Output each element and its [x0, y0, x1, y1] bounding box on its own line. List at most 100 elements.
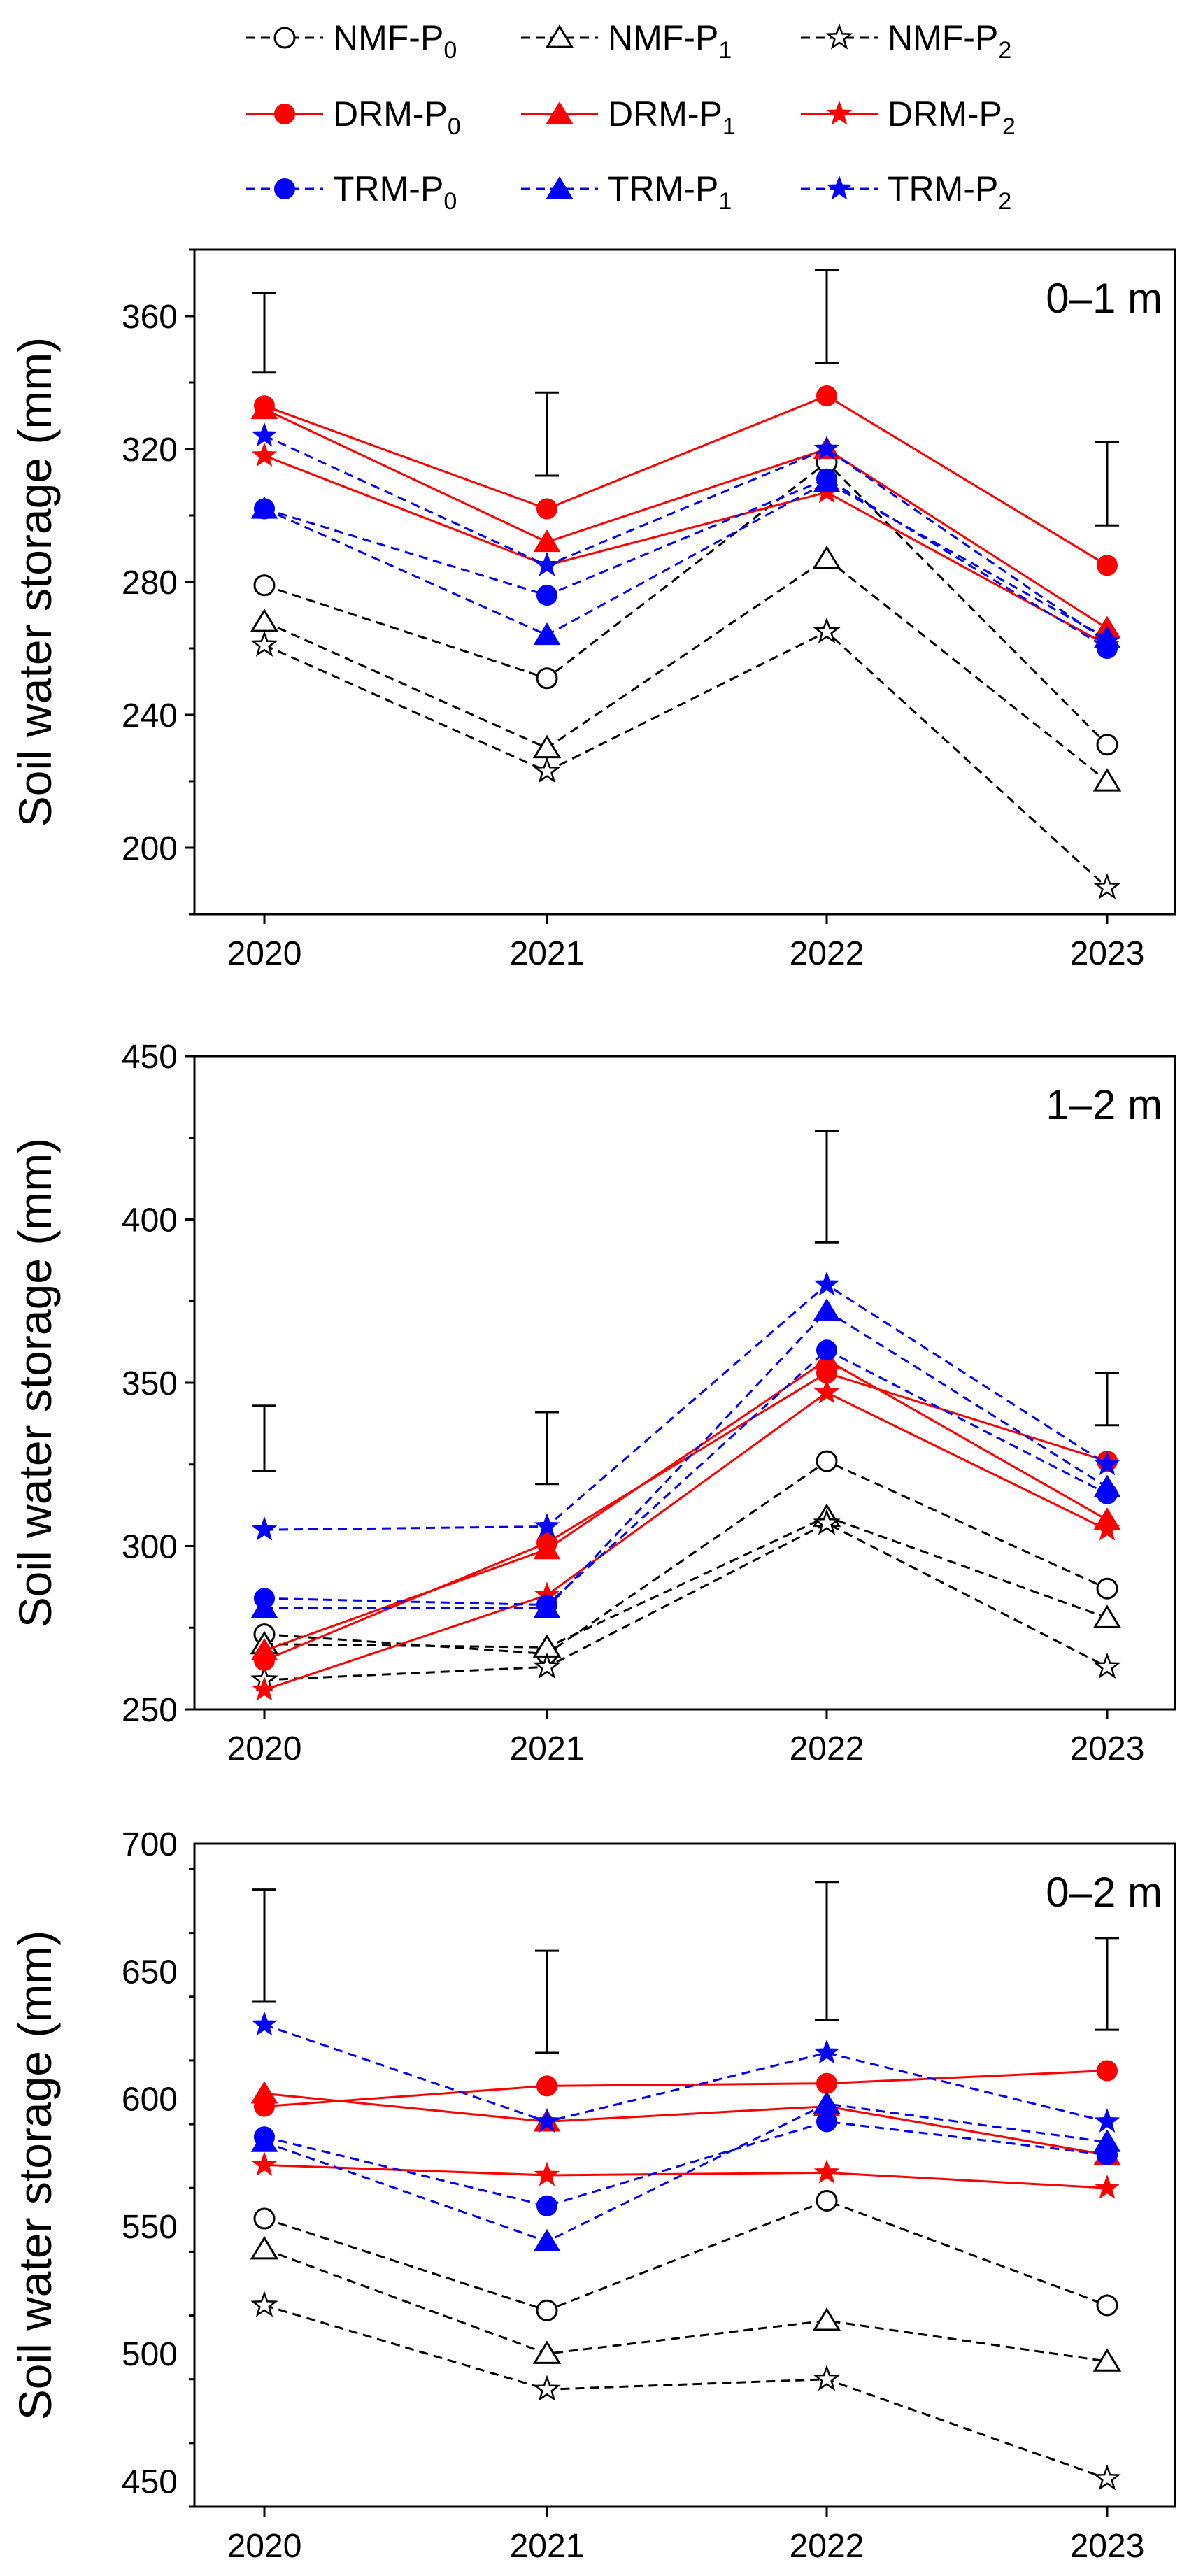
y-tick-label: 240	[122, 697, 178, 734]
series-line	[264, 408, 1108, 629]
x-tick-label: 2022	[790, 935, 864, 972]
data-point-circle-icon	[816, 1450, 838, 1472]
series-nmf-p1	[250, 2235, 1122, 2372]
data-point-star-icon	[813, 2159, 840, 2184]
series-nmf-p2	[250, 2291, 1121, 2491]
data-point-triangle-icon	[1092, 2348, 1122, 2372]
series-line	[264, 2070, 1108, 2108]
error-bar	[535, 1411, 559, 1486]
data-point-circle-icon	[536, 2299, 558, 2321]
legend-marker-circle-icon	[273, 27, 296, 49]
data-point-circle-icon	[536, 498, 557, 520]
data-point-star-icon	[813, 2039, 840, 2064]
data-point-star-icon	[1094, 628, 1120, 653]
y-tick-label: 280	[122, 564, 178, 602]
legend-entry-trm-p2: TRM-P2	[801, 169, 1011, 215]
series-drm-p0	[254, 385, 1118, 576]
y-tick-label: 350	[122, 1365, 178, 1402]
y-tick-label: 450	[122, 1039, 178, 1076]
x-tick-label: 2022	[790, 2528, 864, 2565]
series-line	[264, 1460, 1108, 1656]
depth-label: 0–2 m	[1046, 1869, 1162, 1916]
series-drm-p0	[254, 2060, 1118, 2117]
data-point-circle-icon	[253, 2207, 276, 2230]
error-bar	[815, 1881, 839, 2021]
legend-label: DRM-P0	[333, 94, 461, 140]
series-trm-p1	[250, 469, 1121, 648]
data-point-circle-icon	[1096, 2294, 1118, 2317]
series-drm-p1	[250, 2081, 1121, 2165]
data-point-circle-icon	[816, 1339, 837, 1361]
y-tick-label: 700	[122, 1826, 178, 1863]
legend-label: DRM-P2	[888, 94, 1016, 140]
data-point-triangle-icon	[250, 2081, 278, 2104]
error-bar	[1095, 1372, 1119, 1427]
legend-label-base: NMF-P	[888, 18, 998, 57]
data-point-triangle-icon	[813, 1298, 841, 1321]
data-point-star-icon	[1094, 2174, 1120, 2199]
legend-label-base: NMF-P	[333, 18, 443, 57]
data-point-triangle-icon	[533, 529, 561, 553]
error-bar	[1095, 1937, 1119, 2031]
panels: 200 240 280 320 360 2020 2021 2022 2023 Soil wate…	[9, 248, 1176, 2565]
legend-entry-drm-p2: DRM-P2	[801, 94, 1016, 140]
data-point-star-icon	[250, 2291, 278, 2317]
y-tick-label: 320	[122, 432, 178, 469]
data-point-star-icon	[534, 1513, 560, 1537]
data-point-star-icon	[533, 1652, 561, 1679]
series-drm-p2	[251, 1379, 1120, 1701]
data-point-star-icon	[251, 422, 278, 447]
error-bar	[252, 1888, 276, 2003]
legend-entry-nmf-p2: NMF-P2	[801, 18, 1011, 64]
data-point-circle-icon	[816, 2189, 838, 2212]
data-point-circle-icon	[536, 585, 557, 606]
plot-frame	[193, 1842, 1176, 2508]
data-point-star-icon	[1093, 873, 1121, 899]
series-trm-p0	[254, 468, 1118, 659]
y-tick-label: 200	[122, 830, 178, 867]
legend-marker-circle-icon	[274, 104, 295, 124]
data-point-star-icon	[534, 552, 560, 576]
x-tick-label: 2020	[227, 935, 302, 972]
x-tick-label: 2020	[227, 1730, 302, 1767]
series-drm-p1	[250, 1347, 1121, 1661]
series-line	[264, 478, 1108, 650]
data-point-star-icon	[251, 2151, 278, 2176]
legend-marker-star-icon	[826, 175, 853, 200]
series-line	[264, 481, 1108, 640]
legend-entry-nmf-p0: NMF-P0	[246, 18, 457, 64]
y-tick-label: 550	[122, 2209, 178, 2246]
data-point-circle-icon	[253, 574, 276, 597]
plot-frame	[193, 248, 1176, 916]
legend-label-base: TRM-P	[333, 169, 443, 208]
series-line	[264, 2304, 1108, 2480]
data-point-star-icon	[813, 1379, 840, 1404]
series-trm-p1	[250, 2091, 1121, 2251]
x-tick-label: 2020	[227, 2528, 302, 2565]
legend-marker-triangle-icon	[546, 176, 574, 199]
legend-label-base: DRM-P	[333, 94, 448, 134]
series-line	[264, 2199, 1108, 2312]
data-point-triangle-icon	[533, 2228, 561, 2251]
panel-1: 200 240 280 320 360 2020 2021 2022 2023 Soil wate…	[9, 248, 1176, 972]
legend-label-sub: 2	[998, 37, 1011, 64]
legend-label-base: DRM-P	[888, 94, 1002, 134]
error-bar	[535, 1949, 559, 2054]
legend-label-sub: 1	[718, 37, 732, 64]
data-point-circle-icon	[1097, 555, 1118, 576]
data-point-triangle-icon	[812, 545, 841, 569]
series-nmf-p0	[253, 451, 1118, 756]
series-line	[264, 557, 1108, 783]
legend-label: TRM-P2	[888, 169, 1011, 215]
series-line	[264, 630, 1109, 889]
data-point-triangle-icon	[533, 1595, 561, 1618]
series-nmf-p0	[253, 1450, 1118, 1665]
series-line	[264, 461, 1109, 746]
data-point-triangle-icon	[250, 609, 279, 632]
legend-entry-trm-p0: TRM-P0	[246, 169, 457, 215]
data-point-star-icon	[251, 2011, 278, 2036]
x-tick-label: 2021	[510, 2528, 585, 2565]
data-point-star-icon	[1094, 2108, 1120, 2133]
data-point-triangle-icon	[1093, 1474, 1121, 1497]
data-point-triangle-icon	[1092, 768, 1122, 792]
